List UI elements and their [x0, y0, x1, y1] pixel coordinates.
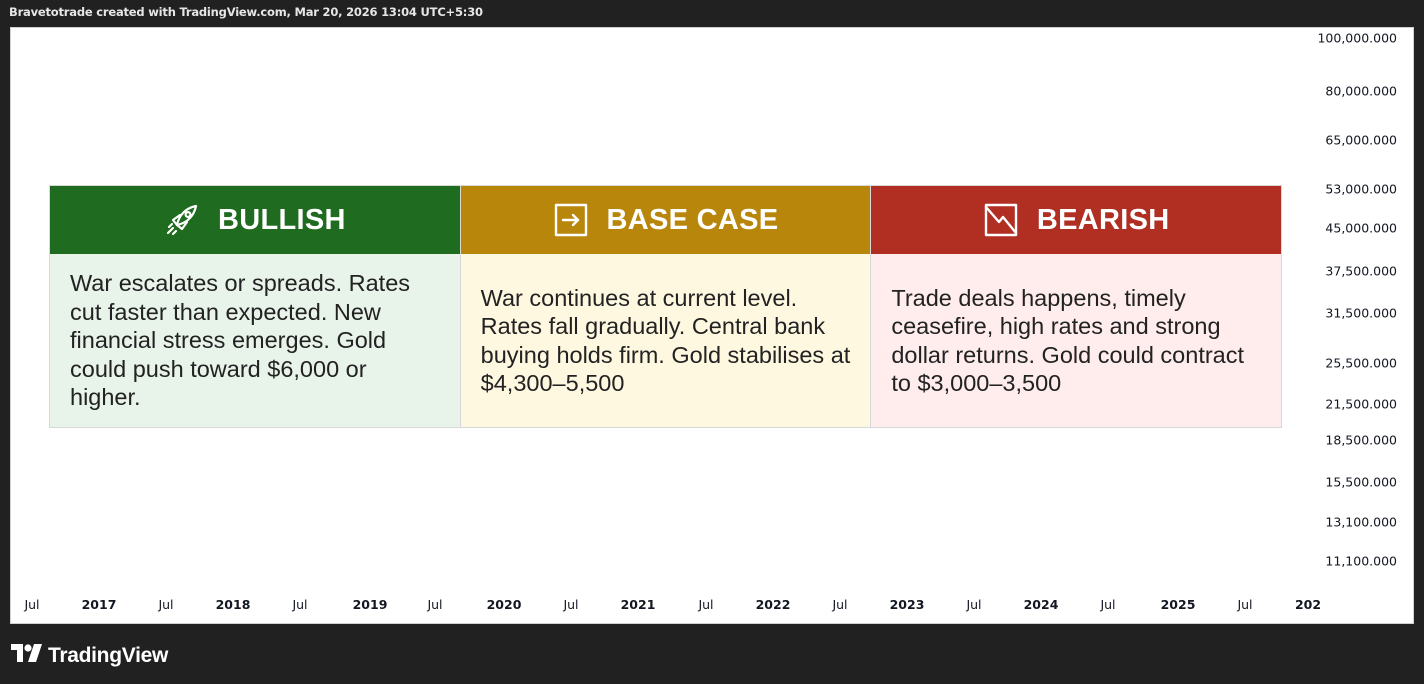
bearish-title: BEARISH [1036, 203, 1170, 236]
time-label: Jul [966, 597, 982, 612]
time-label: Jul [427, 597, 443, 612]
bullish-header: BULLISH [50, 186, 460, 254]
time-label: 2022 [755, 597, 791, 612]
tradingview-wordmark: TradingView [48, 643, 169, 667]
base-case-text: War continues at current level. Rates fa… [480, 284, 851, 397]
price-label: 53,000.000 [1325, 181, 1397, 197]
price-label: 21,500.000 [1325, 396, 1397, 412]
bearish-text: Trade deals happens, timely ceasefire, h… [891, 284, 1245, 397]
price-label: 45,000.000 [1325, 220, 1397, 236]
arrow-right-box-icon [553, 202, 589, 238]
rocket-icon [164, 202, 200, 238]
scenario-table: BULLISH War escalates or spreads. Rates … [49, 185, 1282, 428]
time-label: Jul [832, 597, 848, 612]
time-label: Jul [1100, 597, 1116, 612]
price-label: 80,000.000 [1325, 83, 1397, 99]
price-label: 37,500.000 [1325, 263, 1397, 279]
trend-down-box-icon [983, 202, 1019, 238]
chart-pane[interactable]: 100,000.000 80,000.000 65,000.000 53,000… [10, 27, 1414, 624]
base-case-description: War continues at current level. Rates fa… [460, 254, 871, 427]
price-label: 65,000.000 [1325, 132, 1397, 148]
time-label: 202 [1294, 597, 1322, 612]
bearish-column: BEARISH Trade deals happens, timely ceas… [870, 186, 1282, 427]
price-axis[interactable]: 100,000.000 80,000.000 65,000.000 53,000… [1313, 28, 1413, 623]
time-label: Jul [563, 597, 579, 612]
base-case-header: BASE CASE [460, 186, 871, 254]
price-label: 100,000.000 [1317, 30, 1397, 46]
base-case-column: BASE CASE War continues at current level… [459, 186, 871, 427]
time-label: 2023 [889, 597, 925, 612]
price-label: 15,500.000 [1325, 474, 1397, 490]
chart-caption: Bravetotrade created with TradingView.co… [9, 5, 483, 19]
bullish-description: War escalates or spreads. Rates cut fast… [50, 254, 460, 427]
price-label: 13,100.000 [1325, 514, 1397, 530]
time-label: Jul [24, 597, 40, 612]
bearish-header: BEARISH [871, 186, 1282, 254]
bullish-column: BULLISH War escalates or spreads. Rates … [50, 186, 460, 427]
price-label: 11,100.000 [1325, 553, 1397, 569]
price-label: 31,500.000 [1325, 305, 1397, 321]
price-label: 25,500.000 [1325, 355, 1397, 371]
time-label: 2024 [1023, 597, 1059, 612]
time-label: 2021 [620, 597, 656, 612]
bearish-description: Trade deals happens, timely ceasefire, h… [871, 254, 1282, 427]
tradingview-logo-icon [11, 641, 42, 670]
time-label: 2019 [352, 597, 388, 612]
bullish-text: War escalates or spreads. Rates cut fast… [70, 270, 411, 411]
time-label: 2018 [215, 597, 251, 612]
bullish-title: BULLISH [217, 203, 346, 236]
tradingview-logo[interactable]: TradingView [11, 641, 168, 670]
time-axis[interactable]: Jul 2017 Jul 2018 Jul 2019 Jul 2020 Jul … [11, 589, 1321, 623]
base-case-title: BASE CASE [606, 203, 779, 236]
time-label: 2025 [1160, 597, 1196, 612]
price-label: 18,500.000 [1325, 432, 1397, 448]
time-label: 2017 [81, 597, 117, 612]
time-label: Jul [1237, 597, 1253, 612]
time-label: Jul [698, 597, 714, 612]
time-label: 2020 [486, 597, 522, 612]
time-label: Jul [158, 597, 174, 612]
time-label: Jul [292, 597, 308, 612]
